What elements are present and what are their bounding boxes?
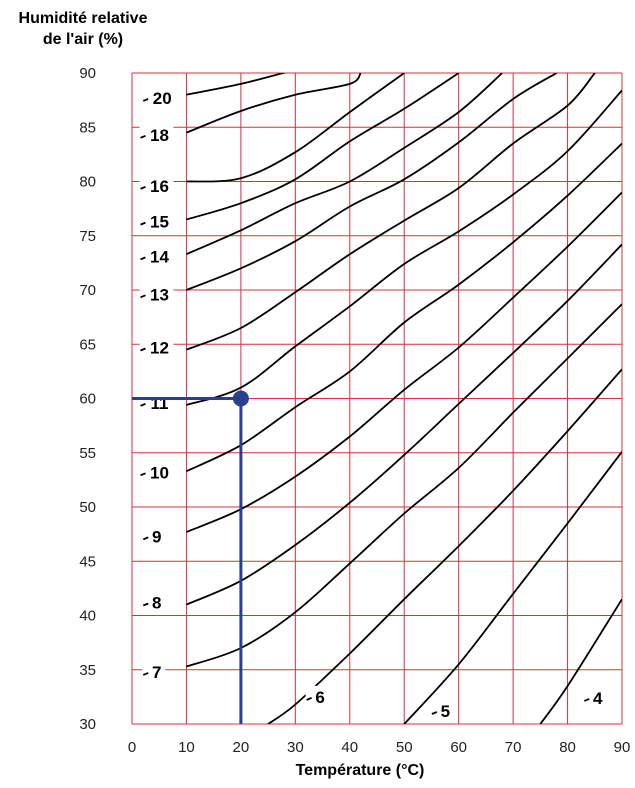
curve-label-dash-14 — [140, 256, 146, 261]
curve-label-bg-16 — [139, 174, 174, 195]
y-tick-labels: 30 35 40 45 50 55 60 65 70 75 80 85 90 — [79, 65, 96, 733]
curve-14 — [186, 73, 503, 256]
curve-label-18: 18 — [150, 126, 169, 145]
curve-15 — [186, 73, 460, 221]
x-tick-0: 0 — [128, 739, 136, 756]
curve-label-bg-4 — [583, 686, 607, 707]
x-tick-50: 50 — [396, 739, 413, 756]
curve-label-5: 5 — [441, 702, 450, 721]
y-tick-65: 65 — [79, 336, 96, 353]
x-tick-labels: 0 10 20 30 40 50 60 70 80 90 — [128, 739, 631, 756]
x-tick-40: 40 — [341, 739, 358, 756]
curve-label-dash-10 — [140, 472, 146, 477]
curve-label-8: 8 — [152, 593, 161, 612]
curve-16 — [186, 73, 405, 183]
curve-label-dash-16 — [140, 186, 146, 190]
curve-9 — [186, 191, 622, 533]
curve-label-15: 15 — [150, 213, 169, 232]
curve-6 — [267, 368, 622, 724]
curve-label-bg-6 — [305, 685, 329, 706]
curve-18 — [186, 73, 362, 134]
y-tick-80: 80 — [79, 174, 96, 191]
grid — [131, 72, 623, 725]
curve-label-12: 12 — [150, 339, 169, 358]
curve-label-14: 14 — [150, 247, 169, 266]
curve-label-bg-12 — [139, 336, 174, 357]
curve-label-dash-7 — [142, 672, 149, 676]
curve-11 — [186, 89, 622, 406]
curve-label-16: 16 — [150, 177, 169, 196]
curve-label-bg-10 — [139, 461, 174, 482]
y-tick-60: 60 — [79, 391, 96, 408]
curve-label-dash-20 — [142, 98, 149, 102]
curve-label-bg-11 — [139, 391, 174, 412]
curves — [186, 73, 622, 724]
x-tick-60: 60 — [450, 739, 467, 756]
curve-label-20: 20 — [153, 89, 172, 108]
curve-label-bg-7 — [142, 660, 166, 681]
y-tick-45: 45 — [79, 553, 96, 570]
x-tick-20: 20 — [233, 739, 250, 756]
y-tick-55: 55 — [79, 445, 96, 462]
x-tick-10: 10 — [178, 739, 195, 756]
curve-5 — [403, 451, 622, 724]
x-tick-30: 30 — [287, 739, 304, 756]
highlight-marker — [132, 390, 249, 724]
curve-label-bg-15 — [139, 210, 174, 231]
curve-label-dash-13 — [140, 294, 146, 299]
y-tick-85: 85 — [79, 119, 96, 136]
x-axis-title-text: Température (°C) — [295, 762, 425, 779]
curve-label-dash-5 — [431, 711, 438, 715]
curve-label-bg-8 — [142, 591, 166, 612]
y-tick-90: 90 — [79, 65, 96, 82]
curve-label-bg-18 — [139, 123, 174, 144]
curve-10 — [186, 142, 622, 473]
x-axis-title: Température (°C) — [230, 762, 490, 780]
y-tick-30: 30 — [79, 716, 96, 733]
curve-7 — [186, 303, 622, 668]
curve-label-11: 11 — [151, 394, 169, 413]
y-axis-title-text: Humidité relative de l'air (%) — [18, 10, 148, 48]
y-tick-75: 75 — [79, 228, 96, 245]
curve-label-dash-11 — [140, 403, 146, 407]
y-tick-40: 40 — [79, 608, 96, 625]
y-axis-title: Humidité relative de l'air (%) — [8, 8, 158, 50]
x-tick-70: 70 — [505, 739, 522, 756]
curve-4 — [539, 598, 622, 724]
curve-label-dash-6 — [306, 697, 312, 701]
curve-label-dash-12 — [140, 347, 146, 352]
y-tick-70: 70 — [79, 282, 96, 299]
curve-label-dash-8 — [142, 602, 149, 607]
curve-label-bg-14 — [139, 245, 174, 266]
curve-label-dash-15 — [140, 221, 146, 226]
x-tick-90: 90 — [614, 739, 631, 756]
curve-label-4: 4 — [593, 689, 603, 708]
y-tick-50: 50 — [79, 499, 96, 516]
x-tick-80: 80 — [559, 739, 576, 756]
curve-label-dash-4 — [583, 698, 590, 702]
curve-13 — [186, 73, 558, 291]
curve-12 — [186, 73, 596, 351]
curve-label-7: 7 — [152, 663, 161, 682]
curve-label-9: 9 — [152, 527, 161, 546]
curve-label-bg-9 — [142, 525, 166, 546]
curve-label-dash-18 — [140, 135, 146, 139]
curve-label-bg-5 — [430, 699, 454, 720]
curve-label-backgrounds — [139, 86, 607, 720]
curve-label-bg-20 — [142, 86, 177, 107]
curve-label-dash-9 — [142, 536, 149, 541]
curve-label-13: 13 — [150, 285, 169, 304]
curve-label-10: 10 — [150, 463, 169, 482]
curve-8 — [186, 243, 622, 606]
curve-label-bg-13 — [139, 283, 174, 304]
y-tick-35: 35 — [79, 662, 96, 679]
curve-label-6: 6 — [315, 688, 324, 707]
curve-20 — [186, 73, 287, 96]
highlight-point — [232, 390, 249, 407]
